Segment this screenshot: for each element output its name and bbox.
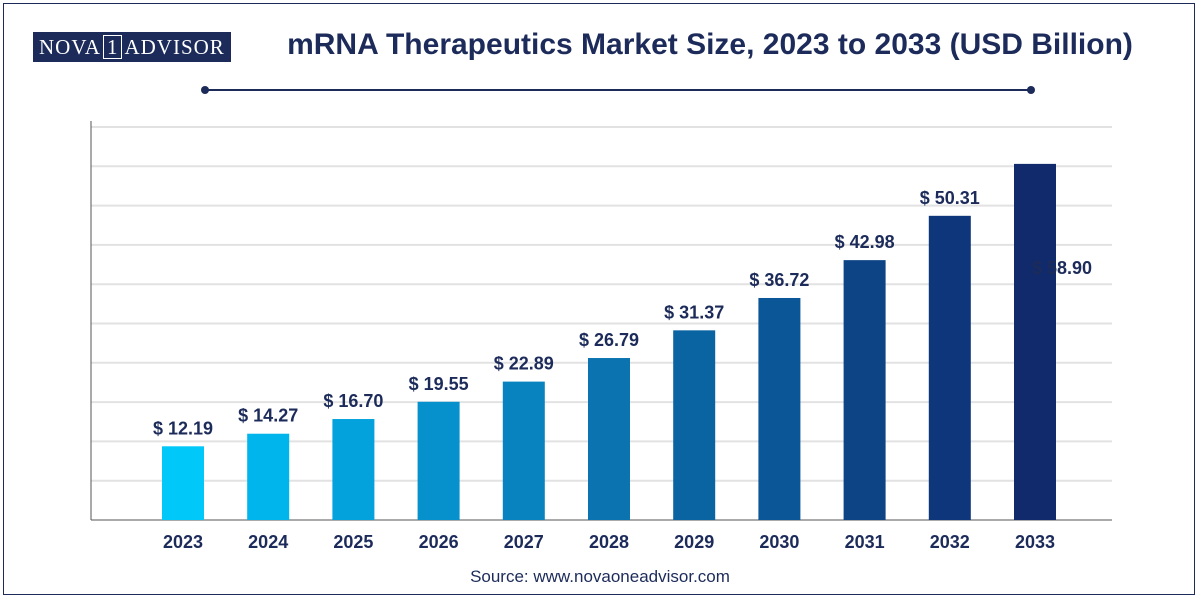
- bar-2029: [673, 330, 716, 520]
- x-tick-label-2029: 2029: [674, 532, 714, 552]
- bar-2025: [332, 419, 375, 520]
- bar-2033: [1014, 163, 1056, 521]
- data-label-2025: $ 16.70: [323, 391, 383, 411]
- title-underline-left-dot: [201, 86, 209, 94]
- bar-2028: [588, 358, 630, 520]
- bar-2026: [417, 401, 460, 520]
- data-label-2032: $ 50.31: [920, 188, 980, 208]
- data-label-2026: $ 19.55: [409, 374, 469, 394]
- bar-2032: [928, 215, 971, 520]
- x-tick-label-2025: 2025: [333, 532, 373, 552]
- logo-text-one: 1: [102, 35, 123, 59]
- x-tick-label-2023: 2023: [163, 532, 203, 552]
- novaoneadvisor-logo: NOVA 1 ADVISOR: [33, 32, 231, 62]
- data-label-2023: $ 12.19: [153, 418, 213, 438]
- bar-2023: [162, 446, 204, 520]
- x-tick-label-2028: 2028: [589, 532, 629, 552]
- bar-2024: [247, 433, 290, 520]
- chart-frame: [3, 3, 1195, 595]
- chart-title: mRNA Therapeutics Market Size, 2023 to 2…: [287, 28, 1133, 61]
- x-tick-label-2030: 2030: [759, 532, 799, 552]
- x-tick-label-2027: 2027: [504, 532, 544, 552]
- bar-2030: [758, 297, 801, 520]
- data-label-2030: $ 36.72: [749, 270, 809, 290]
- x-tick-label-2024: 2024: [248, 532, 288, 552]
- x-tick-label-2026: 2026: [419, 532, 459, 552]
- data-label-2033: $ 58.90: [1032, 258, 1092, 278]
- data-label-2029: $ 31.37: [664, 302, 724, 322]
- logo-text-advisor: ADVISOR: [124, 34, 225, 59]
- logo-text-nova: NOVA: [39, 34, 101, 59]
- source-note: Source: www.novaoneadvisor.com: [470, 567, 730, 586]
- x-tick-label-2031: 2031: [845, 532, 885, 552]
- data-label-2027: $ 22.89: [494, 354, 554, 374]
- title-underline-right-dot: [1027, 86, 1035, 94]
- x-tick-label-2033: 2033: [1015, 532, 1055, 552]
- title-underline: [205, 89, 1031, 91]
- x-tick-label-2032: 2032: [930, 532, 970, 552]
- bar-2031: [843, 260, 886, 520]
- data-label-2031: $ 42.98: [835, 232, 895, 252]
- data-label-2024: $ 14.27: [238, 406, 298, 426]
- bar-2027: [502, 381, 545, 520]
- data-label-2028: $ 26.79: [579, 330, 639, 350]
